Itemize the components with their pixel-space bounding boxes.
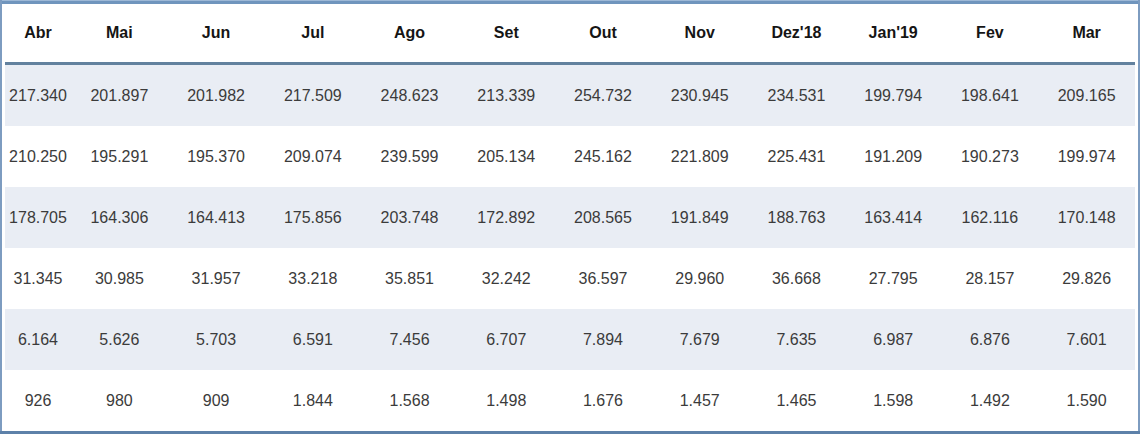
table-cell: 199.974 [1038,148,1135,166]
table-cell: 27.795 [845,270,942,288]
table-cell: 178.705 [5,209,71,227]
table-cell: 203.748 [361,209,458,227]
table-cell: 209.074 [264,148,361,166]
column-header-dez-18: Dez'18 [748,24,845,42]
column-header-mai: Mai [71,24,168,42]
table-cell: 1.465 [748,392,845,410]
table-row: 6.1645.6265.7036.5917.4566.7077.8947.679… [5,309,1135,370]
table-cell: 31.345 [5,270,71,288]
table-row: 178.705164.306164.413175.856203.748172.8… [5,187,1135,248]
table-cell: 5.626 [71,331,168,349]
table-cell: 29.826 [1038,270,1135,288]
table-cell: 213.339 [458,87,555,105]
table-cell: 7.601 [1038,331,1135,349]
table-cell: 170.148 [1038,209,1135,227]
table-row: 210.250195.291195.370209.074239.599205.1… [5,126,1135,187]
table-left-border [0,0,2,434]
table-cell: 198.641 [942,87,1039,105]
table-row: 31.34530.98531.95733.21835.85132.24236.5… [5,248,1135,309]
column-header-nov: Nov [651,24,748,42]
table-cell: 217.340 [5,87,71,105]
table-cell: 205.134 [458,148,555,166]
table-cell: 234.531 [748,87,845,105]
table-row: 217.340201.897201.982217.509248.623213.3… [5,65,1135,126]
table-cell: 209.165 [1038,87,1135,105]
monthly-data-table: AbrMaiJunJulAgoSetOutNovDez'18Jan'19FevM… [0,0,1140,440]
table-cell: 909 [168,392,265,410]
table-cell: 191.209 [845,148,942,166]
table-cell: 172.892 [458,209,555,227]
table-cell: 32.242 [458,270,555,288]
table-body: AbrMaiJunJulAgoSetOutNovDez'18Jan'19FevM… [5,4,1135,431]
column-header-jul: Jul [264,24,361,42]
table-cell: 7.679 [651,331,748,349]
table-cell: 926 [5,392,71,410]
table-cell: 1.568 [361,392,458,410]
table-cell: 245.162 [555,148,652,166]
table-header-row: AbrMaiJunJulAgoSetOutNovDez'18Jan'19FevM… [5,4,1135,62]
table-cell: 201.897 [71,87,168,105]
table-cell: 6.707 [458,331,555,349]
table-cell: 7.456 [361,331,458,349]
table-cell: 33.218 [264,270,361,288]
table-cell: 1.676 [555,392,652,410]
table-cell: 1.590 [1038,392,1135,410]
table-cell: 164.306 [71,209,168,227]
table-cell: 29.960 [651,270,748,288]
table-bottom-border [0,431,1140,434]
table-cell: 36.597 [555,270,652,288]
table-cell: 199.794 [845,87,942,105]
column-header-jun: Jun [168,24,265,42]
table-cell: 164.413 [168,209,265,227]
table-cell: 35.851 [361,270,458,288]
table-cell: 210.250 [5,148,71,166]
table-cell: 221.809 [651,148,748,166]
table-cell: 30.985 [71,270,168,288]
column-header-abr: Abr [5,24,71,42]
table-cell: 191.849 [651,209,748,227]
column-header-mar: Mar [1038,24,1135,42]
table-cell: 1.498 [458,392,555,410]
table-cell: 162.116 [942,209,1039,227]
table-cell: 217.509 [264,87,361,105]
table-cell: 163.414 [845,209,942,227]
table-cell: 248.623 [361,87,458,105]
table-cell: 5.703 [168,331,265,349]
table-cell: 31.957 [168,270,265,288]
table-cell: 6.164 [5,331,71,349]
table-cell: 7.635 [748,331,845,349]
table-row: 9269809091.8441.5681.4981.6761.4571.4651… [5,370,1135,431]
table-cell: 190.273 [942,148,1039,166]
table-cell: 175.856 [264,209,361,227]
table-cell: 6.591 [264,331,361,349]
table-cell: 7.894 [555,331,652,349]
table-cell: 239.599 [361,148,458,166]
table-cell: 208.565 [555,209,652,227]
table-cell: 1.457 [651,392,748,410]
table-cell: 6.876 [942,331,1039,349]
table-cell: 195.370 [168,148,265,166]
table-cell: 201.982 [168,87,265,105]
table-rows: 217.340201.897201.982217.509248.623213.3… [5,65,1135,431]
column-header-fev: Fev [942,24,1039,42]
column-header-out: Out [555,24,652,42]
table-cell: 36.668 [748,270,845,288]
table-cell: 225.431 [748,148,845,166]
table-cell: 230.945 [651,87,748,105]
table-cell: 254.732 [555,87,652,105]
table-cell: 1.492 [942,392,1039,410]
column-header-ago: Ago [361,24,458,42]
table-cell: 195.291 [71,148,168,166]
table-cell: 6.987 [845,331,942,349]
table-cell: 980 [71,392,168,410]
table-cell: 28.157 [942,270,1039,288]
column-header-set: Set [458,24,555,42]
table-cell: 1.844 [264,392,361,410]
column-header-jan-19: Jan'19 [845,24,942,42]
table-cell: 188.763 [748,209,845,227]
table-cell: 1.598 [845,392,942,410]
